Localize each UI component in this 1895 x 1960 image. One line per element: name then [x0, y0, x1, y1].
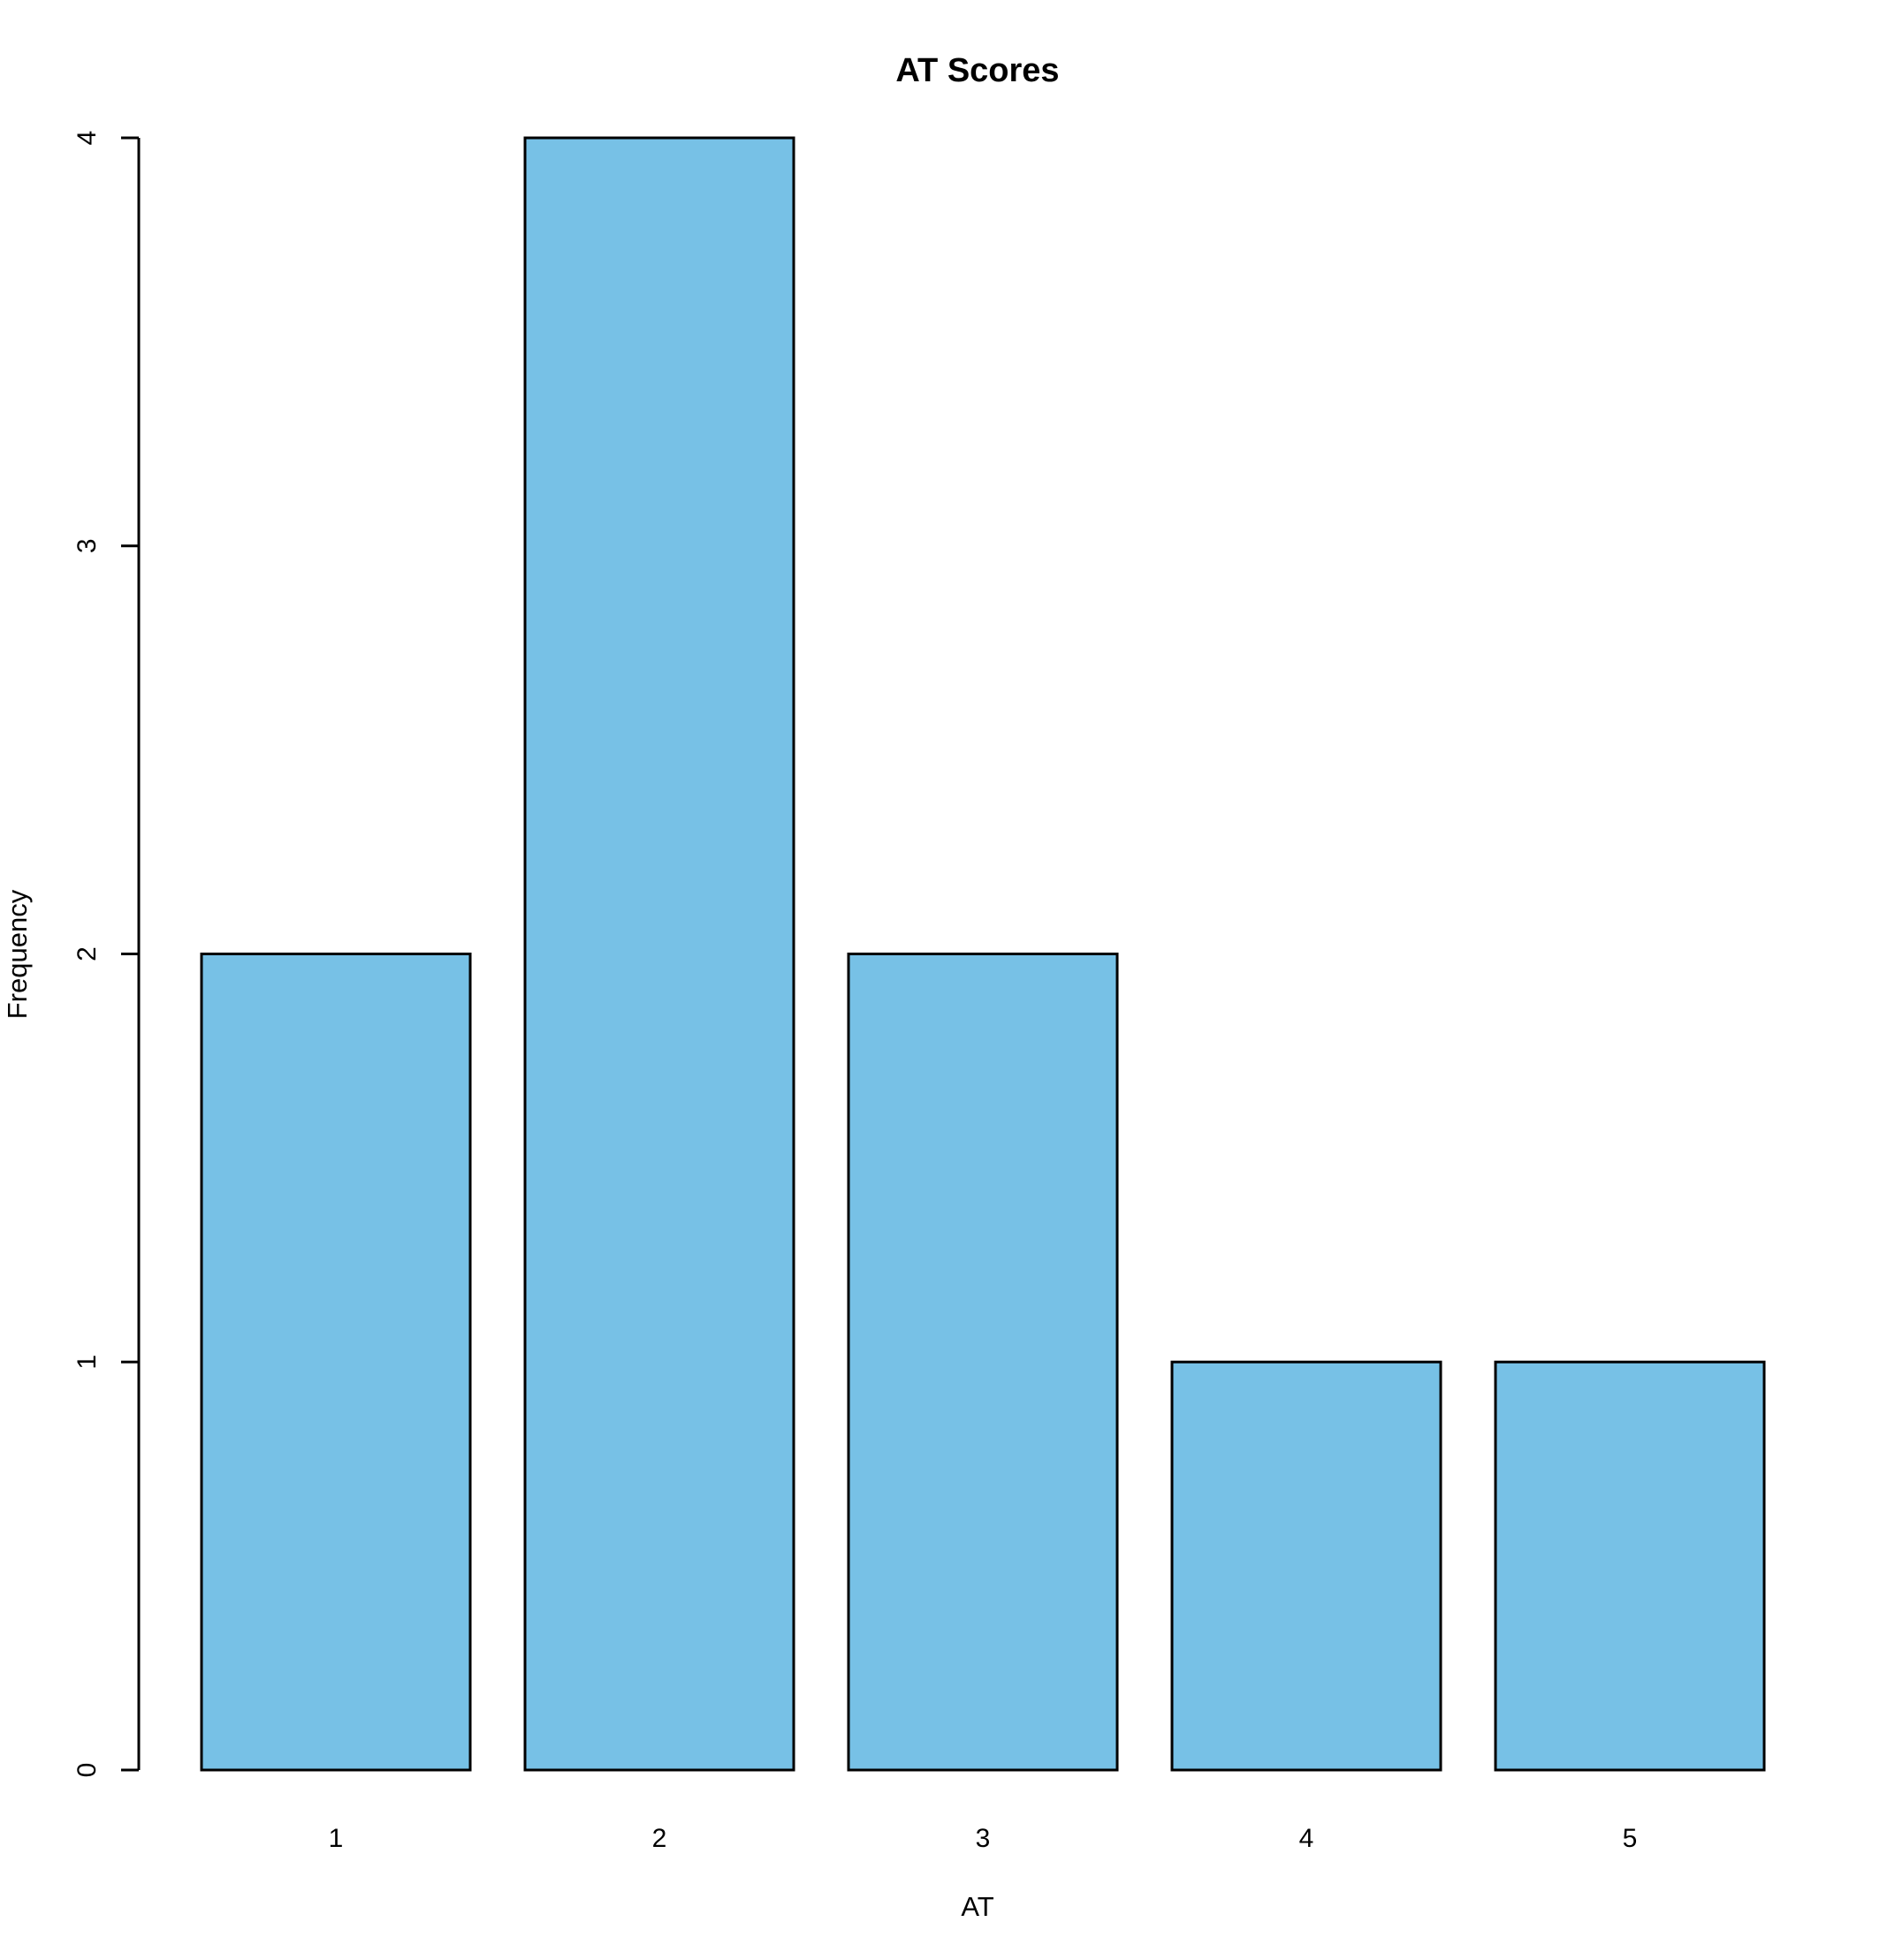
y-tick-label: 3	[72, 538, 102, 553]
bar	[200, 953, 472, 1772]
y-tick-label: 0	[72, 1763, 102, 1778]
x-category-label: 4	[1299, 1824, 1314, 1853]
bar	[847, 953, 1119, 1772]
bars-group	[200, 136, 1766, 1772]
chart-title: AT Scores	[895, 52, 1059, 89]
x-category-label: 2	[652, 1824, 667, 1853]
bar	[523, 136, 795, 1772]
y-axis-label: Frequency	[2, 889, 33, 1019]
x-category-label: 5	[1623, 1824, 1638, 1853]
x-axis-label: AT	[961, 1891, 993, 1922]
y-axis: 0 1 2 3 4	[72, 131, 141, 1778]
y-tick-label: 4	[72, 131, 102, 146]
bar	[1170, 1360, 1442, 1772]
x-axis-labels: 1 2 3 4 5	[329, 1824, 1638, 1853]
bar	[1494, 1360, 1766, 1772]
x-category-label: 3	[976, 1824, 991, 1853]
y-tick-label: 2	[72, 946, 102, 961]
x-category-label: 1	[329, 1824, 344, 1853]
y-tick-label: 1	[72, 1355, 102, 1370]
